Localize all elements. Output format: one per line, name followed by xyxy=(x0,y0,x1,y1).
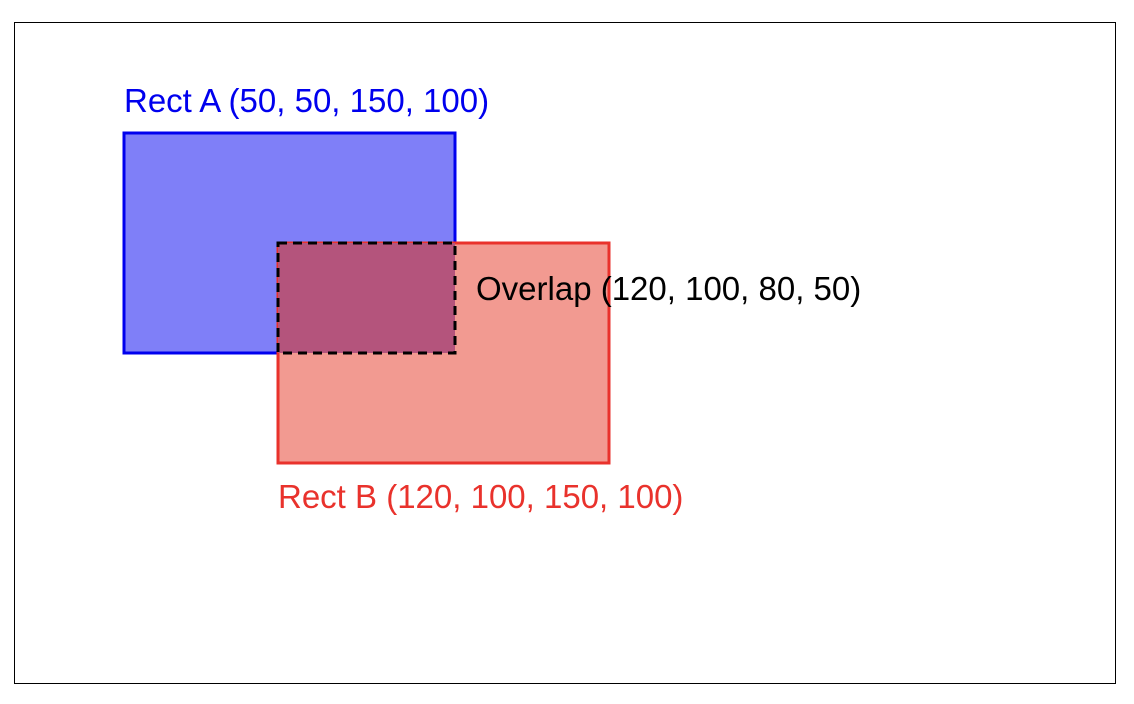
rect-a-label: Rect A (50, 50, 150, 100) xyxy=(124,82,489,119)
rect-b-label: Rect B (120, 100, 150, 100) xyxy=(278,478,683,515)
overlap-label: Overlap (120, 100, 80, 50) xyxy=(476,270,861,307)
overlap-shape xyxy=(276,241,457,355)
